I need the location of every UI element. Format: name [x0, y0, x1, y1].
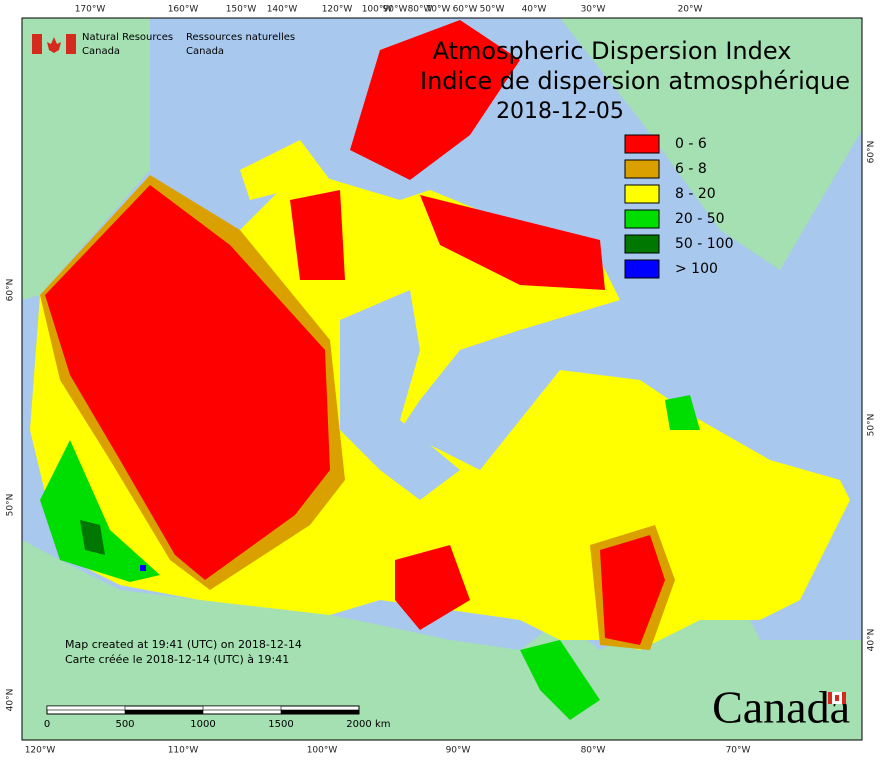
alaska — [22, 18, 150, 300]
island-yellow — [240, 140, 330, 200]
region-red — [45, 185, 330, 580]
logo-leaf — [47, 37, 61, 53]
footer: Map created at 19:41 (UTC) on 2018-12-14 — [65, 638, 302, 651]
ontario-green — [520, 640, 600, 720]
island-red — [290, 190, 345, 280]
bc-green — [40, 440, 160, 582]
wordmark: Canada — [712, 682, 850, 733]
legend-label: 8 - 20 — [675, 186, 716, 202]
ontario-red — [395, 545, 470, 630]
agency-fr: Ressources naturelles — [186, 32, 295, 43]
legend-label: 6 - 8 — [675, 161, 707, 177]
bottom-axis-label: 80°W — [581, 746, 606, 756]
footer: Carte créée le 2018-12-14 (UTC) à 19:41 — [65, 653, 289, 666]
top-axis-label: 30°W — [581, 5, 606, 15]
bottom-axis-label: 110°W — [168, 746, 199, 756]
usa — [22, 540, 862, 740]
scale-bar-label: 500 — [115, 719, 134, 730]
legend-swatch — [624, 259, 660, 279]
logo-flag-right — [66, 34, 76, 54]
scale-bar-segment — [124, 709, 204, 715]
baffin-red — [420, 195, 605, 290]
legend-label: 50 - 100 — [675, 236, 734, 252]
scale-bar-label: 2000 — [346, 719, 371, 730]
top-axis-label: 120°W — [322, 5, 353, 15]
agency-fr: Canada — [186, 46, 224, 57]
greenland — [560, 18, 862, 270]
left-axis-label: 40°N — [6, 689, 16, 712]
wordmark-leaf — [835, 695, 839, 701]
top-axis-label: 20°W — [678, 5, 703, 15]
left-axis-label: 50°N — [6, 494, 16, 517]
bc-darkgreen — [80, 520, 105, 555]
scale-bar-label: 0 — [44, 719, 50, 730]
legend-swatch — [624, 234, 660, 254]
right-axis-label: 50°N — [867, 414, 877, 437]
top-axis-label: 90°W — [383, 5, 408, 15]
date: 2018-12-05 — [496, 99, 624, 124]
logo-flag-left — [32, 34, 42, 54]
scale-bar-label: 1000 — [190, 719, 215, 730]
title: Indice de dispersion atmosphérique — [420, 67, 850, 95]
bottom-axis-label: 100°W — [307, 746, 338, 756]
labrador-green — [665, 395, 700, 430]
top-axis-label: 70°W — [426, 5, 451, 15]
bottom-axis-label: 120°W — [25, 746, 56, 756]
legend-swatch — [624, 209, 660, 229]
legend-swatch — [624, 134, 660, 154]
legend-swatch — [624, 184, 660, 204]
blue-spot — [140, 565, 146, 571]
scale-bar-segment — [280, 709, 360, 715]
quebec-red — [600, 535, 665, 645]
top-axis-label: 60°W — [453, 5, 478, 15]
right-axis-label: 40°N — [867, 629, 877, 652]
arctic-red — [350, 20, 520, 180]
right-axis-label: 60°N — [867, 141, 877, 164]
top-axis-label: 150°W — [226, 5, 257, 15]
scale-bar-segment — [202, 705, 282, 711]
agency-en: Natural Resources — [82, 32, 173, 43]
top-axis-label: 160°W — [168, 5, 199, 15]
top-axis-label: 100°W — [362, 5, 393, 15]
top-axis-label: 40°W — [522, 5, 547, 15]
scale-bar-unit: km — [375, 719, 391, 730]
bottom-axis-label: 70°W — [726, 746, 751, 756]
top-axis-label: 170°W — [75, 5, 106, 15]
bottom-axis-label: 90°W — [446, 746, 471, 756]
map-frame — [21, 17, 863, 741]
hudson-bay — [340, 290, 460, 500]
scale-bar-label: 1500 — [268, 719, 293, 730]
legend-label: 20 - 50 — [675, 211, 725, 227]
title: Atmospheric Dispersion Index — [433, 37, 792, 65]
legend-label: > 100 — [675, 261, 718, 277]
legend-label: 0 - 6 — [675, 136, 707, 152]
left-axis-label: 60°N — [6, 279, 16, 302]
agency-en: Canada — [82, 46, 120, 57]
top-axis-label: 140°W — [267, 5, 298, 15]
scale-bar-segment — [46, 705, 126, 711]
legend-swatch — [624, 159, 660, 179]
top-axis-label: 50°W — [480, 5, 505, 15]
top-axis-label: 80°W — [408, 5, 433, 15]
